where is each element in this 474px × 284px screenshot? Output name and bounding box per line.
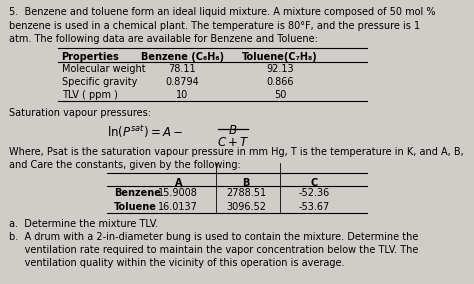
Text: 3096.52: 3096.52 xyxy=(226,202,266,212)
Text: 78.11: 78.11 xyxy=(168,64,196,74)
Text: $\ln(P^{sat}) = A -$: $\ln(P^{sat}) = A -$ xyxy=(107,124,183,141)
Text: $B$: $B$ xyxy=(228,124,237,137)
Text: b.  A drum with a 2-in-diameter bung is used to contain the mixture. Determine t: b. A drum with a 2-in-diameter bung is u… xyxy=(9,232,418,242)
Text: -52.36: -52.36 xyxy=(298,188,329,198)
Text: Properties: Properties xyxy=(62,52,119,62)
Text: Benzene (C₆H₆): Benzene (C₆H₆) xyxy=(140,52,224,62)
Text: benzene is used in a chemical plant. The temperature is 80°F, and the pressure i: benzene is used in a chemical plant. The… xyxy=(9,21,420,31)
Text: ventilation quality within the vicinity of this operation is average.: ventilation quality within the vicinity … xyxy=(9,258,345,268)
Text: 0.8794: 0.8794 xyxy=(165,77,199,87)
Text: Specific gravity: Specific gravity xyxy=(62,77,137,87)
Text: 0.866: 0.866 xyxy=(266,77,294,87)
Text: 92.13: 92.13 xyxy=(266,64,294,74)
Text: atm. The following data are available for Benzene and Toluene:: atm. The following data are available fo… xyxy=(9,34,318,44)
Text: 16.0137: 16.0137 xyxy=(158,202,198,212)
Text: Toluene(C₇H₈): Toluene(C₇H₈) xyxy=(242,52,318,62)
Text: 15.9008: 15.9008 xyxy=(158,188,198,198)
Text: B: B xyxy=(242,178,250,188)
Text: a.  Determine the mixture TLV.: a. Determine the mixture TLV. xyxy=(9,219,158,229)
Text: A: A xyxy=(174,178,182,188)
Text: $C + T$: $C + T$ xyxy=(217,136,249,149)
Text: Saturation vapour pressures:: Saturation vapour pressures: xyxy=(9,108,151,118)
Text: 50: 50 xyxy=(274,91,286,101)
Text: 5.  Benzene and toluene form an ideal liquid mixture. A mixture composed of 50 m: 5. Benzene and toluene form an ideal liq… xyxy=(9,7,436,17)
Text: C: C xyxy=(310,178,318,188)
Text: Toluene: Toluene xyxy=(114,202,157,212)
Text: Molecular weight: Molecular weight xyxy=(62,64,145,74)
Text: Benzene: Benzene xyxy=(114,188,161,198)
Text: -53.67: -53.67 xyxy=(298,202,329,212)
Text: 2788.51: 2788.51 xyxy=(226,188,266,198)
Text: ventilation rate required to maintain the vapor concentration below the TLV. The: ventilation rate required to maintain th… xyxy=(9,245,418,255)
Text: TLV ( ppm ): TLV ( ppm ) xyxy=(62,91,118,101)
Text: and Care the constants, given by the following:: and Care the constants, given by the fol… xyxy=(9,160,241,170)
Text: Where, Psat is the saturation vapour pressure in mm Hg, T is the temperature in : Where, Psat is the saturation vapour pre… xyxy=(9,147,464,157)
Text: 10: 10 xyxy=(176,91,188,101)
